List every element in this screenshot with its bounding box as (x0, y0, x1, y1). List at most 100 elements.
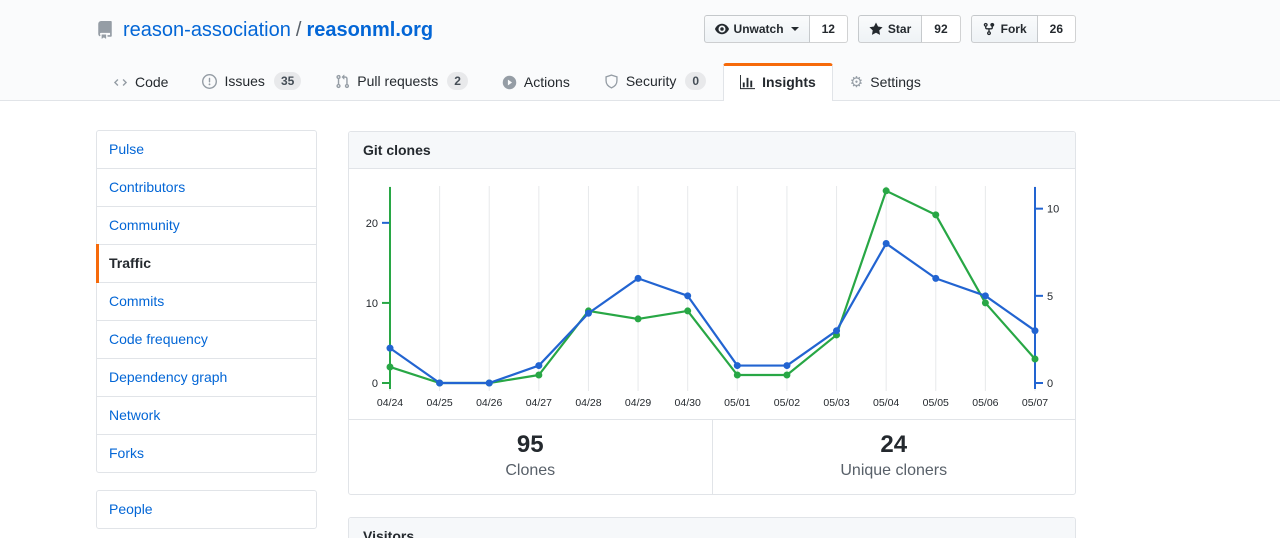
repo-name-link[interactable]: reasonml.org (306, 19, 434, 41)
repo-action-buttons: Unwatch 12 Star 92 (703, 15, 1076, 43)
sidebar-item-dependency-graph[interactable]: Dependency graph (97, 359, 316, 397)
unique-cloners-point[interactable] (733, 362, 741, 370)
sidebar-item-forks[interactable]: Forks (109, 445, 144, 461)
clones-point[interactable] (634, 315, 642, 323)
star-count[interactable]: 92 (922, 15, 961, 43)
git-clones-summary: 95 Clones 24 Unique cloners (349, 419, 1075, 494)
unique-cloners-point[interactable] (981, 292, 989, 300)
clones-total: 95 (516, 431, 544, 458)
sidebar-item-commits[interactable]: Commits (97, 283, 316, 321)
unique-cloners-point[interactable] (833, 327, 841, 335)
security-count-badge: 0 (685, 72, 707, 90)
sidebar-item-code-frequency[interactable]: Code frequency (97, 321, 316, 359)
clones-point[interactable] (932, 211, 940, 219)
unique-cloners-point[interactable] (684, 292, 692, 300)
unique-cloners-point[interactable] (535, 362, 543, 370)
right-tick-label: 5 (1047, 291, 1053, 303)
watch-count[interactable]: 12 (809, 15, 848, 43)
x-axis-label: 05/03 (823, 397, 849, 409)
sidebar-item-people[interactable]: People (109, 501, 153, 517)
x-axis-label: 04/30 (675, 397, 701, 409)
sidebar-item-pulse[interactable]: Pulse (97, 131, 316, 169)
shield-icon (604, 73, 619, 89)
page-header: reason-association / reasonml.org Unwatc… (0, 0, 1280, 101)
clones-total-label: Clones (505, 462, 556, 479)
tab-settings[interactable]: ⚙ Settings (833, 63, 938, 101)
unique-cloners-point[interactable] (634, 274, 642, 282)
clones-point[interactable] (535, 371, 543, 379)
right-tick-label: 0 (1047, 378, 1053, 390)
tab-issues[interactable]: Issues 35 (185, 61, 318, 101)
repo-icon (96, 21, 114, 39)
star-button[interactable]: Star (857, 15, 923, 43)
tab-security[interactable]: Security 0 (587, 61, 723, 101)
fork-count[interactable]: 26 (1037, 15, 1076, 43)
sidebar-item-contributors[interactable]: Contributors (97, 169, 316, 207)
tab-insights[interactable]: Insights (723, 63, 833, 101)
pull-request-icon (335, 74, 350, 89)
tab-pull-requests[interactable]: Pull requests 2 (318, 61, 485, 101)
sidebar-item-community[interactable]: Community (97, 207, 316, 245)
star-button-group: Star 92 (857, 15, 961, 43)
unwatch-button[interactable]: Unwatch (703, 15, 810, 43)
sidebar-item-network[interactable]: Network (97, 397, 316, 435)
clones-point[interactable] (1031, 355, 1039, 363)
unwatch-label: Unwatch (733, 22, 784, 36)
issues-count-badge: 35 (273, 72, 302, 90)
tab-code[interactable]: Code (96, 63, 185, 101)
fork-icon (982, 22, 996, 36)
star-icon (869, 22, 883, 36)
repo-owner-link[interactable]: reason-association (123, 19, 291, 41)
unique-cloners-point[interactable] (436, 379, 444, 387)
x-axis-label: 04/26 (476, 397, 502, 409)
unique-cloners-point[interactable] (386, 344, 394, 352)
clones-point[interactable] (783, 371, 791, 379)
clones-point[interactable] (882, 187, 890, 195)
tab-security-label: Security (625, 73, 677, 89)
fork-button[interactable]: Fork (970, 15, 1038, 43)
x-axis-label: 04/28 (575, 397, 601, 409)
tab-insights-label: Insights (762, 74, 816, 90)
repo-separator: / (295, 19, 302, 41)
clones-point[interactable] (684, 307, 692, 315)
unique-cloners-line[interactable] (388, 242, 1037, 385)
git-clones-chart[interactable]: 0 10 20 0 5 10 04/24 04/25 04/26 04/27 04/28 04/29 0… (349, 169, 1075, 419)
x-axis-label: 05/06 (972, 397, 998, 409)
x-axis-label: 05/01 (724, 397, 750, 409)
unique-cloners-point[interactable] (1031, 327, 1039, 335)
left-tick-label: 20 (366, 218, 378, 230)
clones-point[interactable] (733, 371, 741, 379)
code-icon (113, 75, 128, 90)
unique-cloners-point[interactable] (932, 274, 940, 282)
clones-summary-cell: 95 Clones (349, 420, 713, 494)
tab-actions[interactable]: Actions (485, 63, 587, 101)
insights-sidebar: Pulse Contributors Community Traffic Com… (96, 130, 317, 473)
tab-actions-label: Actions (523, 74, 570, 90)
x-axis-label: 04/29 (625, 397, 651, 409)
clones-point[interactable] (386, 363, 394, 371)
watch-button-group: Unwatch 12 (703, 15, 848, 43)
caret-down-icon (790, 27, 799, 31)
git-clones-panel-title: Git clones (349, 132, 1075, 169)
x-axis-label: 05/04 (873, 397, 899, 409)
git-clones-panel: Git clones 0 10 20 0 5 10 04/24 04/25 04/26 04/27… (348, 131, 1076, 495)
unique-cloners-point[interactable] (882, 240, 890, 248)
star-label: Star (887, 22, 912, 36)
visitors-panel-title: Visitors (349, 518, 1075, 538)
clones-point[interactable] (981, 299, 989, 307)
sidebar-item-traffic[interactable]: Traffic (96, 244, 316, 283)
x-axis-label: 05/05 (923, 397, 949, 409)
unique-cloners-total: 24 (880, 431, 908, 458)
unique-cloners-point[interactable] (485, 379, 493, 387)
clones-line[interactable] (388, 189, 1037, 385)
repo-tab-nav: Code Issues 35 Pull requests 2 (96, 61, 938, 101)
unique-cloners-total-label: Unique cloners (840, 462, 948, 479)
x-axis-label: 05/07 (1022, 397, 1048, 409)
x-axis-label: 04/24 (377, 397, 403, 409)
unique-cloners-summary-cell: 24 Unique cloners (713, 420, 1076, 494)
unique-cloners-point[interactable] (584, 309, 592, 317)
unique-cloners-point[interactable] (783, 362, 791, 370)
visitors-panel: Visitors (348, 517, 1076, 538)
issue-icon (202, 73, 218, 89)
right-tick-label: 10 (1047, 204, 1059, 216)
